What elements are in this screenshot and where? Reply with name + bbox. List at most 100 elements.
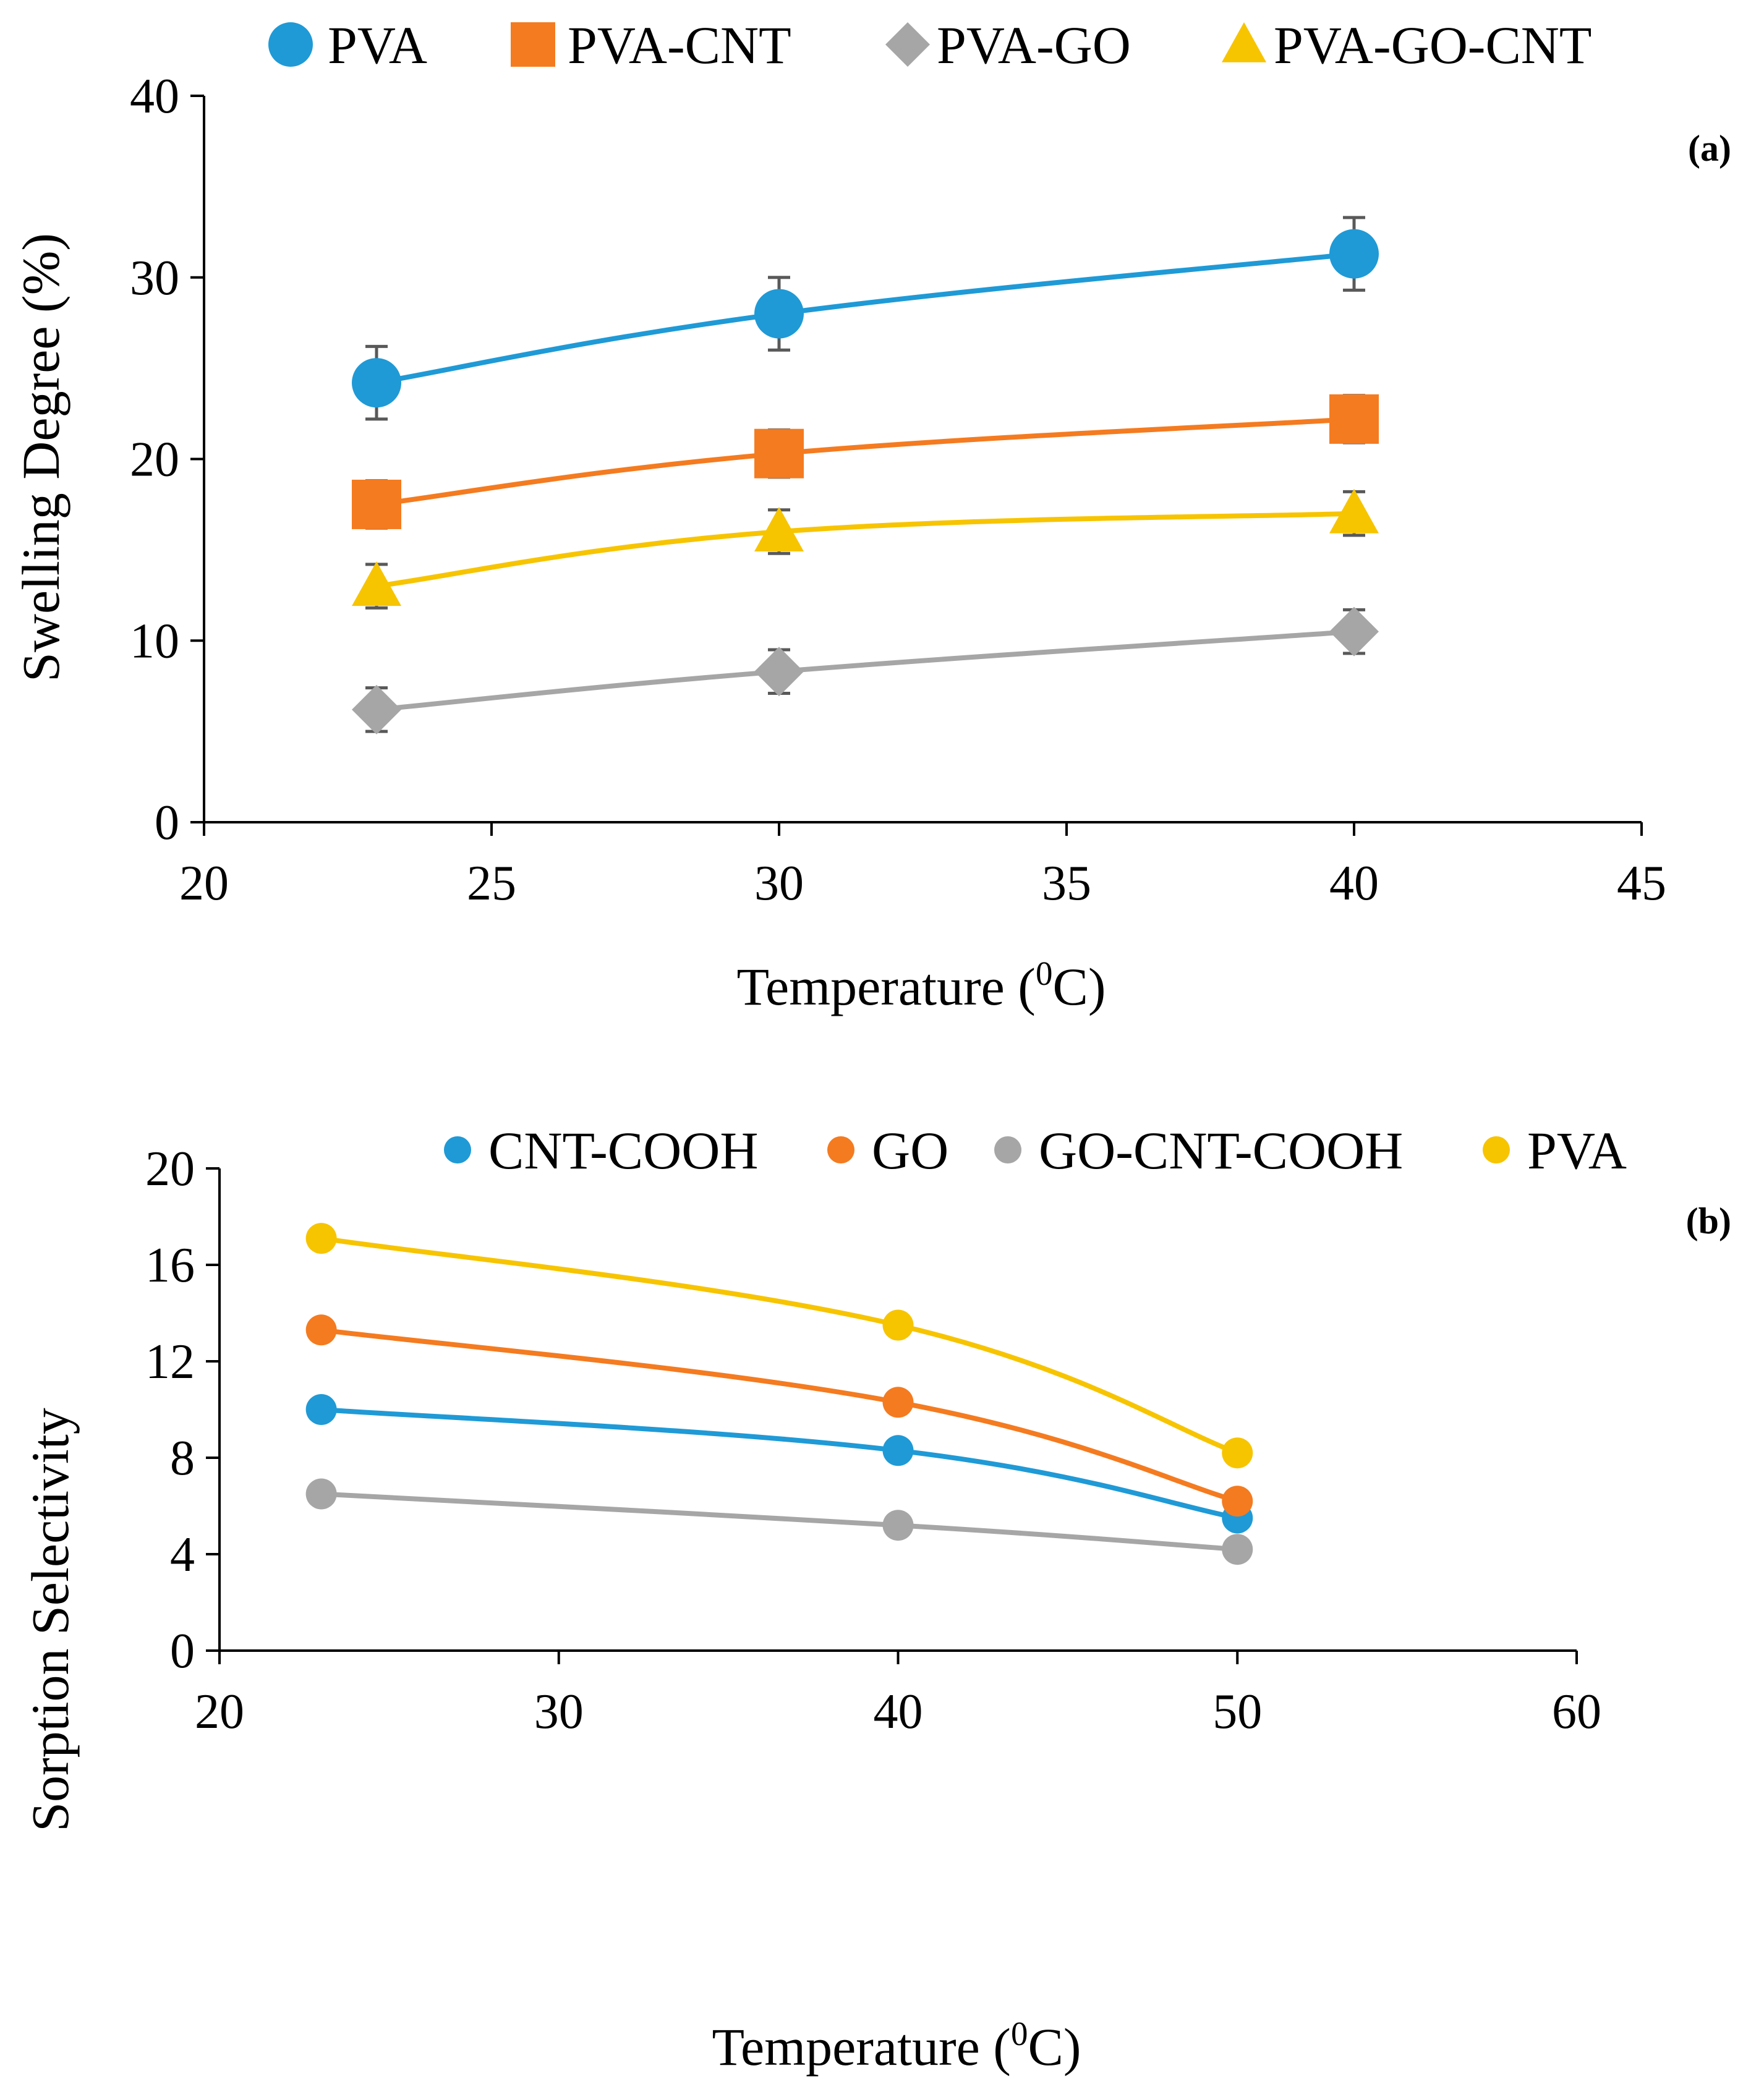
data-point-a-1-2 xyxy=(1329,394,1379,444)
legend-label-b-0: CNT-COOH xyxy=(488,1121,758,1180)
legend-item-b-2: GO-CNT-COOH xyxy=(994,1121,1403,1180)
legend-marker-b-1 xyxy=(827,1136,854,1163)
legend-item-b-0: CNT-COOH xyxy=(444,1121,758,1180)
series-a-pva xyxy=(352,216,1379,421)
x-axis-title-b-sup: 0 xyxy=(1011,2015,1028,2052)
x-tick-label-a: 45 xyxy=(1617,856,1666,911)
panel-label-b: (b) xyxy=(1686,1201,1731,1241)
x-tick-label-a: 30 xyxy=(754,856,804,911)
data-point-b-3-1 xyxy=(882,1309,914,1341)
y-tick-label-a: 0 xyxy=(155,796,179,850)
x-tick-label-a: 35 xyxy=(1042,856,1091,911)
y-tick-label-b: 12 xyxy=(145,1335,195,1389)
legend-label-b-3: PVA xyxy=(1527,1121,1627,1180)
legend-item-a-1: PVA-CNT xyxy=(511,15,791,75)
data-point-b-3-0 xyxy=(305,1223,337,1254)
data-point-a-2-1 xyxy=(754,647,804,697)
data-point-a-3-2 xyxy=(1329,488,1379,534)
legend-label-a-2: PVA-GO xyxy=(937,15,1131,75)
data-point-a-2-0 xyxy=(352,684,401,734)
series-b-pva xyxy=(305,1223,1253,1469)
legend-label-b-2: GO-CNT-COOH xyxy=(1039,1121,1403,1180)
series-line-b-1 xyxy=(318,1327,1240,1504)
legend-marker-a-1 xyxy=(511,22,555,67)
legend-marker-a-0 xyxy=(268,22,313,67)
series-b-cnt-cooh xyxy=(305,1394,1253,1534)
series-a-pva-go-cnt xyxy=(352,488,1379,610)
data-point-a-1-1 xyxy=(754,428,804,478)
series-line-b-2 xyxy=(318,1491,1240,1552)
x-axis-title-a-sup: 0 xyxy=(1036,955,1053,992)
y-tick-label-a: 20 xyxy=(130,433,179,487)
y-tick-label-b: 4 xyxy=(170,1528,195,1582)
x-axis-title-a-main: Temperature ( xyxy=(737,957,1036,1016)
legend-marker-b-3 xyxy=(1483,1136,1510,1163)
legend-item-a-0: PVA xyxy=(268,15,427,75)
series-a-pva-go xyxy=(352,606,1379,734)
x-tick-label-a: 25 xyxy=(467,856,516,911)
x-tick-label-b: 40 xyxy=(874,1685,923,1739)
data-point-b-2-2 xyxy=(1222,1534,1253,1565)
legend-item-a-3: PVA-GO-CNT xyxy=(1222,15,1591,75)
data-point-b-3-2 xyxy=(1222,1437,1253,1469)
x-tick-label-a: 20 xyxy=(179,856,229,911)
x-tick-label-a: 40 xyxy=(1329,856,1379,911)
legend-label-b-1: GO xyxy=(872,1121,948,1180)
data-point-b-2-0 xyxy=(305,1478,337,1510)
legend-label-a-3: PVA-GO-CNT xyxy=(1274,15,1591,75)
series-line-b-3 xyxy=(318,1236,1240,1456)
y-axis-title-a: Swelling Degree (%) xyxy=(11,233,70,682)
plot-area-a xyxy=(352,216,1379,734)
series-line-a-3 xyxy=(374,511,1357,589)
x-tick-label-b: 30 xyxy=(534,1685,584,1739)
x-axis-title-b-main: Temperature ( xyxy=(712,2017,1011,2077)
series-b-go-cnt-cooh xyxy=(305,1478,1253,1565)
legend-label-a-0: PVA xyxy=(328,15,427,75)
axes-b: 0 4 8 12 16 20 20 30 40 50 60 xyxy=(145,1142,1601,1739)
data-point-a-3-0 xyxy=(352,561,401,606)
data-point-b-1-2 xyxy=(1222,1486,1253,1517)
data-point-b-2-1 xyxy=(882,1510,914,1541)
chart-panel-a: PVA PVA-CNT PVA-GO PVA-GO-CNT (a) 0 10 20 30 40… xyxy=(11,15,1731,1016)
x-tick-label-b: 60 xyxy=(1552,1685,1601,1739)
series-a-pva-cnt xyxy=(352,394,1379,530)
legend-item-b-1: GO xyxy=(827,1121,948,1180)
legend-item-b-3: PVA xyxy=(1483,1121,1627,1180)
x-tick-label-b: 50 xyxy=(1212,1685,1262,1739)
data-point-a-2-2 xyxy=(1329,606,1379,657)
chart-panel-b: CNT-COOH GO GO-CNT-COOH PVA (b) 0 4 8 12 16 20 20… xyxy=(20,1121,1731,2077)
legend-b: CNT-COOH GO GO-CNT-COOH PVA xyxy=(444,1121,1627,1180)
data-point-a-0-0 xyxy=(352,358,401,408)
data-point-b-0-0 xyxy=(305,1394,337,1425)
y-tick-label-a: 10 xyxy=(130,614,179,668)
data-point-b-1-1 xyxy=(882,1387,914,1418)
series-line-a-0 xyxy=(374,251,1357,386)
y-tick-label-a: 40 xyxy=(130,69,179,124)
data-point-b-0-1 xyxy=(882,1435,914,1466)
plot-area-b xyxy=(305,1223,1253,1565)
x-axis-title-a-end: C) xyxy=(1052,957,1106,1016)
series-line-a-2 xyxy=(374,629,1357,712)
data-point-a-1-0 xyxy=(352,479,401,529)
x-tick-label-b: 20 xyxy=(195,1685,244,1739)
y-tick-label-b: 16 xyxy=(145,1238,195,1293)
series-b-go xyxy=(305,1314,1253,1517)
legend-marker-b-2 xyxy=(994,1136,1021,1163)
legend-marker-b-0 xyxy=(444,1136,471,1163)
data-point-b-1-0 xyxy=(305,1314,337,1346)
y-tick-label-b: 8 xyxy=(170,1431,195,1486)
y-tick-label-b: 20 xyxy=(145,1142,195,1196)
legend-marker-a-2 xyxy=(885,22,930,67)
series-line-b-0 xyxy=(318,1407,1240,1521)
x-axis-title-b-end: C) xyxy=(1028,2017,1081,2077)
data-point-a-3-1 xyxy=(754,507,804,551)
data-point-a-0-1 xyxy=(754,289,804,339)
series-line-a-1 xyxy=(374,416,1357,507)
y-axis-title-b: Sorption Selectivity xyxy=(20,1408,80,1832)
legend-a: PVA PVA-CNT PVA-GO PVA-GO-CNT xyxy=(268,15,1591,75)
panel-label-a: (a) xyxy=(1688,128,1731,169)
data-point-a-0-2 xyxy=(1329,229,1379,279)
legend-marker-a-3 xyxy=(1222,22,1266,62)
legend-label-a-1: PVA-CNT xyxy=(568,15,791,75)
x-axis-title-a: Temperature (0C) xyxy=(737,955,1106,1016)
